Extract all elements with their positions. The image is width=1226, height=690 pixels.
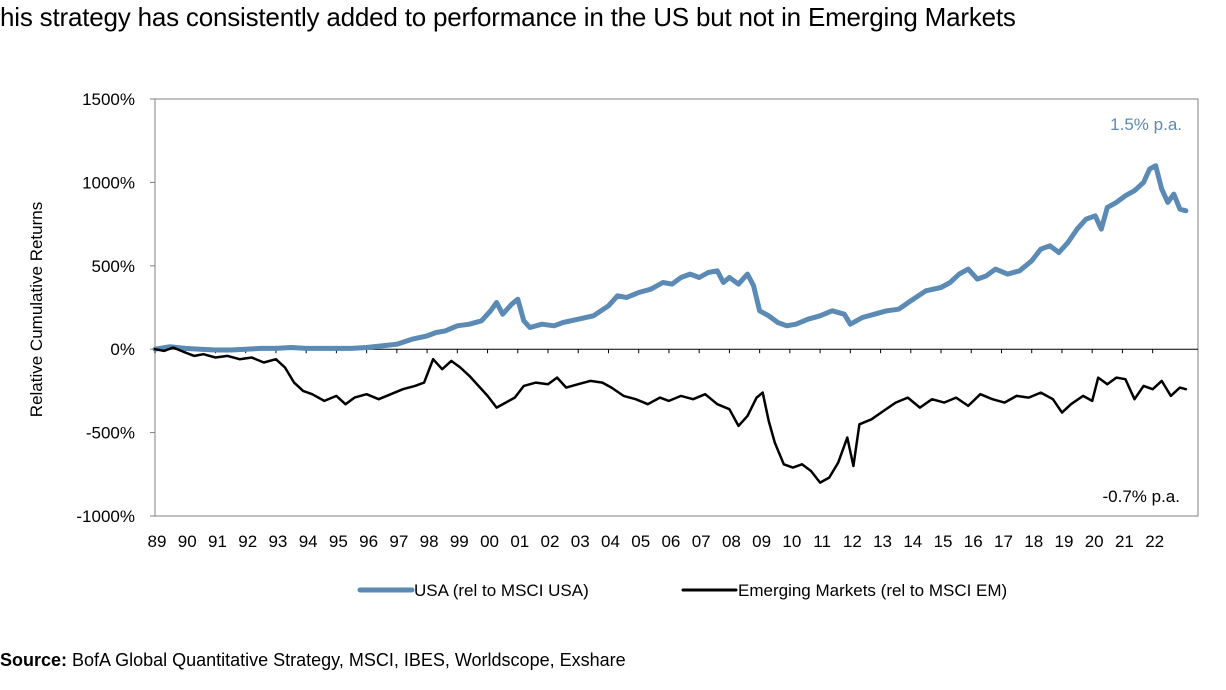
x-tick-label: 12 [843, 532, 862, 551]
x-tick-label: 15 [934, 532, 953, 551]
x-tick-label: 91 [208, 532, 227, 551]
plot-frame [154, 98, 1199, 517]
x-tick-label: 96 [359, 532, 378, 551]
x-tick-label: 08 [722, 532, 741, 551]
y-tick-label: 1000% [82, 173, 135, 192]
x-tick-label: 09 [752, 532, 771, 551]
x-tick-label: 20 [1085, 532, 1104, 551]
annotations: 1.5% p.a. -0.7% p.a. [1103, 115, 1183, 506]
x-tick-label: 90 [178, 532, 197, 551]
x-tick-label: 98 [420, 532, 439, 551]
x-tick-label: 02 [541, 532, 560, 551]
x-tick-label: 97 [389, 532, 408, 551]
x-tick-label: 10 [782, 532, 801, 551]
x-tick-label: 92 [238, 532, 257, 551]
x-tick-label: 94 [299, 532, 318, 551]
source-text: BofA Global Quantitative Strategy, MSCI,… [67, 650, 626, 670]
y-tick-label: 1500% [82, 90, 135, 109]
x-tick-label: 93 [268, 532, 287, 551]
x-tick-label: 13 [873, 532, 892, 551]
x-tick-label: 19 [1054, 532, 1073, 551]
chart-svg: Relative Cumulative Returns 1500% 1000% 50… [27, 90, 1199, 600]
series-lines [152, 163, 1189, 484]
y-tick-label: -500% [86, 424, 135, 443]
y-tick-label: -1000% [76, 507, 135, 526]
source-note: Source: BofA Global Quantitative Strateg… [0, 650, 626, 671]
y-tick-label: 0% [110, 340, 135, 359]
x-tick-label: 04 [601, 532, 620, 551]
x-tick-label: 99 [450, 532, 469, 551]
legend-label-usa: USA (rel to MSCI USA) [414, 581, 589, 600]
y-axis-label: Relative Cumulative Returns [27, 202, 46, 417]
x-tick-label: 22 [1145, 532, 1164, 551]
x-tick-label: 11 [813, 532, 831, 551]
legend-label-em: Emerging Markets (rel to MSCI EM) [738, 581, 1007, 600]
x-tick-label: 89 [148, 532, 167, 551]
usa-annotation: 1.5% p.a. [1110, 115, 1182, 134]
x-tick-label: 95 [329, 532, 348, 551]
x-tick-label: 14 [903, 532, 922, 551]
x-tick-label: 00 [480, 532, 499, 551]
em-annotation: -0.7% p.a. [1103, 487, 1181, 506]
y-tick-label: 500% [92, 257, 135, 276]
x-tick-label: 05 [631, 532, 650, 551]
y-ticks: 1500% 1000% 500% 0% -500% -1000% [76, 90, 155, 526]
x-tick-label: 18 [1024, 532, 1043, 551]
y-axis-label-group: Relative Cumulative Returns [27, 202, 46, 417]
em-series-line [153, 346, 1188, 484]
legend: USA (rel to MSCI USA) Emerging Markets (r… [357, 581, 1007, 600]
x-tick-label: 07 [692, 532, 711, 551]
chart-title: his strategy has consistently added to p… [0, 2, 1016, 32]
x-tick-label: 21 [1115, 532, 1134, 551]
x-tick-label: 16 [964, 532, 983, 551]
x-ticks: 89 90 91 92 93 94 95 96 97 98 99 00 01 02 03 04 05 06 07 08… [148, 349, 1164, 551]
x-tick-label: 03 [571, 532, 590, 551]
x-tick-label: 06 [661, 532, 680, 551]
axes [154, 98, 1199, 517]
usa-series-line [152, 163, 1189, 353]
source-label: Source: [0, 650, 68, 670]
x-tick-label: 17 [994, 532, 1013, 551]
x-tick-label: 01 [510, 532, 529, 551]
